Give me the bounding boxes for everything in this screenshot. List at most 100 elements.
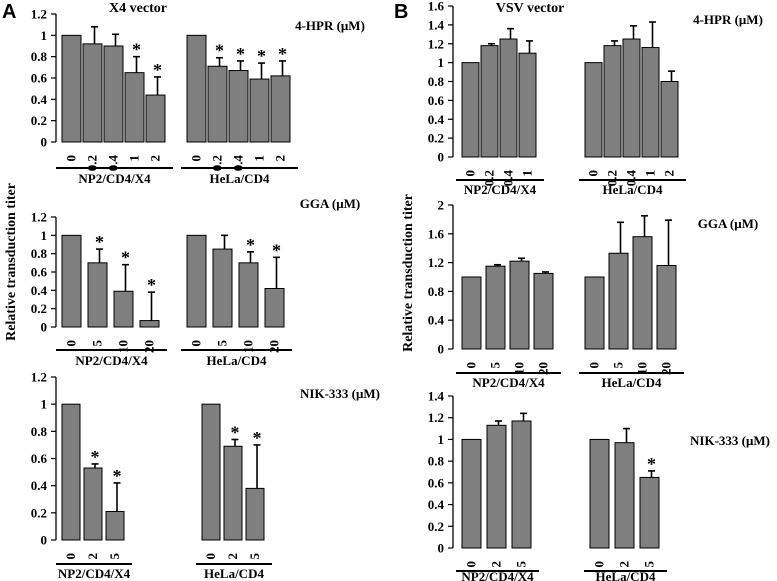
significance-marker-a3: * — [113, 466, 122, 486]
y-tick-label-b3: 0.6 — [428, 475, 445, 490]
bar-a2-g2 — [264, 288, 285, 328]
treatment-label-a3: NIK-333 (μM) — [300, 386, 380, 401]
bar-a1-g2 — [186, 34, 207, 143]
x-tick-label-b2: 20 — [659, 362, 674, 375]
y-tick-label-a2: 0.8 — [31, 246, 48, 261]
y-tick-label-b3: 0.8 — [428, 454, 445, 469]
significance-marker-a1: * — [236, 44, 245, 64]
y-tick-label-a3: 1.2 — [31, 370, 47, 385]
group-label-b1: NP2/CD4/X4 — [464, 182, 537, 197]
x-tick-label-a2: 5 — [90, 340, 105, 347]
significance-marker-a1: * — [278, 44, 287, 64]
y-tick-label-a2: 1.2 — [31, 210, 47, 225]
panel-letter-b: B — [394, 1, 408, 23]
bar-a1-g2 — [228, 70, 249, 143]
group-label-a1: NP2/CD4/X4 — [78, 171, 151, 186]
y-tick-label-a1: 0.8 — [31, 49, 48, 64]
y-tick-label-a2: 0.4 — [31, 283, 48, 298]
y-tick-label-b1: 1 — [438, 55, 445, 70]
y-tick-label-a3: 1 — [41, 397, 48, 412]
significance-marker-a2: * — [147, 275, 156, 295]
x-tick-label-a1: 2 — [148, 155, 163, 162]
chart-b3: NIK-333 (μM)00.20.40.60.811.21.40 2 5NP2/C… — [428, 389, 770, 581]
y-tick-label-b2: 0 — [438, 342, 445, 357]
bar-b2-g1 — [509, 260, 530, 350]
x-tick-label-b1: 0.4 — [624, 170, 639, 187]
group-label-a2: NP2/CD4/X4 — [75, 353, 148, 368]
y-tick-label-b1: 1.4 — [428, 17, 445, 32]
chart-title-a1: X4 vector — [109, 1, 167, 16]
bar-b1-g2 — [603, 45, 622, 158]
bar-b1-g2 — [660, 81, 679, 158]
treatment-label-a1: 4-HPR (μM) — [295, 18, 365, 33]
bar-b2-g1 — [533, 272, 554, 350]
y-axis-label-a: Relative transduction titer — [4, 183, 19, 341]
x-tick-label-b3: 2 — [489, 561, 504, 568]
bar-a3-g1 — [61, 403, 81, 541]
x-tick-label-b3: 0 — [464, 561, 479, 568]
chart-b1: VSV vector 4-HPR (μM) 0 0.2 0.4 0.6 0.8 1 1.2 1.4… — [428, 0, 763, 197]
y-tick-label-b2: 0.8 — [428, 284, 445, 299]
chart-a2: GGA (μM)00.20.40.60.811.20*5*10*20NP2/CD… — [31, 196, 360, 368]
significance-marker-a3: * — [253, 428, 262, 448]
bar-b3-g1 — [511, 420, 532, 549]
significance-marker-a3: * — [231, 422, 240, 442]
chart-a3: NIK-333 (μM) 0 0.2 0.4 0.6 0.8 1 1.2 0 * 2 * 5 NP2/CD… — [31, 370, 380, 581]
panel-letter-a: A — [2, 1, 16, 23]
y-tick-label-a2: 1 — [41, 228, 48, 243]
bar-b2-g2 — [656, 264, 677, 350]
bar-a2-g2 — [186, 234, 207, 328]
bar-a1-g1 — [124, 72, 145, 143]
bar-b2-g1 — [461, 276, 482, 350]
x-tick-label-b1: 1 — [520, 170, 535, 177]
bar-a3-g2 — [201, 403, 221, 541]
group-label-b3: NP2/CD4/X4 — [461, 569, 534, 581]
x-tick-label-b1: 0 — [586, 170, 601, 177]
y-tick-label-b1: 1.2 — [428, 36, 444, 51]
x-tick-label-a2: 20 — [267, 340, 282, 353]
group-label-a2: HeLa/CD4 — [207, 353, 267, 368]
treatment-label-a2: GGA (μM) — [300, 196, 360, 211]
x-tick-label-b2: 0 — [464, 362, 479, 369]
bar-a2-g1 — [113, 290, 134, 328]
y-tick-label-b3: 1.2 — [428, 410, 444, 425]
bar-a1-g1 — [82, 43, 103, 143]
bar-a1-g2 — [207, 65, 228, 143]
bar-a1-g1 — [103, 45, 124, 143]
bar-b3-g2 — [614, 442, 635, 549]
y-tick-label-b1: 0.4 — [428, 112, 445, 127]
significance-marker-a2: * — [272, 240, 281, 260]
y-tick-label-b1: 1.6 — [428, 0, 445, 14]
significance-marker-b3: * — [647, 454, 656, 474]
x-tick-label-b3: 5 — [514, 561, 529, 568]
y-tick-label-a2: 0 — [41, 320, 48, 335]
group-label-b2: HeLa/CD4 — [602, 375, 662, 390]
bar-a2-g1 — [139, 320, 160, 328]
group-label-b1: HeLa/CD4 — [603, 182, 663, 197]
bar-a1-g1 — [145, 94, 166, 143]
bar-a1-g2 — [249, 78, 270, 143]
x-tick-label-a3: 0 — [203, 553, 218, 560]
x-tick-label-b1: 0 — [463, 170, 478, 177]
y-tick-label-b2: 0.4 — [428, 313, 445, 328]
bar-b1-g1 — [518, 52, 537, 158]
y-tick-label-a1: 1.2 — [31, 7, 47, 22]
y-tick-label-b3: 0.4 — [428, 497, 445, 512]
significance-marker-a3: * — [91, 447, 100, 467]
bar-b1-g2 — [584, 62, 603, 158]
y-tick-label-b2: 2 — [438, 198, 445, 213]
x-tick-label-b2: 10 — [512, 362, 527, 375]
bar-b2-g2 — [584, 276, 605, 350]
x-tick-label-b1: 0.2 — [605, 170, 620, 186]
x-tick-label-b2: 5 — [611, 362, 626, 369]
bar-a2-g1 — [87, 262, 108, 328]
bar-b2-g2 — [632, 236, 653, 350]
y-tick-label-a3: 0.4 — [31, 478, 48, 493]
bar-a3-g2 — [223, 445, 243, 541]
bar-b2-g2 — [608, 252, 629, 350]
bar-b1-g1 — [480, 45, 499, 158]
x-tick-label-b3: 0 — [592, 561, 607, 568]
